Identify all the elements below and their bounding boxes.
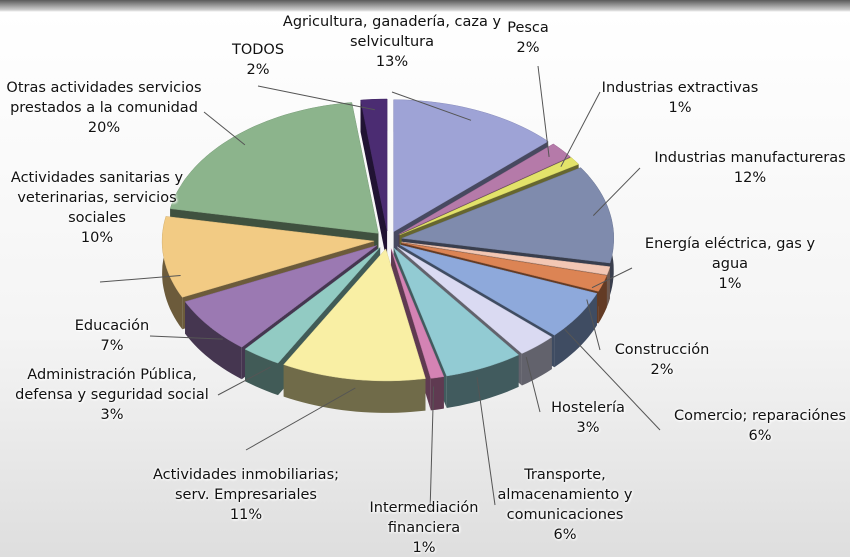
slice bbox=[360, 98, 388, 232]
slice-label: Industrias manufactureras 12% bbox=[650, 148, 850, 188]
slice-side bbox=[446, 354, 519, 408]
slice-label: Hostelería 3% bbox=[543, 398, 633, 438]
leader-line bbox=[476, 377, 496, 506]
value-label: 11% bbox=[229, 507, 263, 523]
category-name: TODOS bbox=[231, 42, 285, 58]
value-label: 13% bbox=[375, 54, 409, 70]
slice-label: Transporte, almacenamiento y comunicacio… bbox=[485, 465, 645, 545]
leader-line bbox=[217, 366, 271, 396]
category-name: Industrias extractivas bbox=[601, 80, 759, 96]
slice-side bbox=[360, 100, 388, 263]
value-label: 1% bbox=[668, 100, 692, 116]
value-label: 6% bbox=[748, 428, 772, 444]
leader-line bbox=[560, 91, 601, 167]
leader-line bbox=[257, 85, 375, 111]
value-label: 2% bbox=[650, 362, 674, 378]
slice-label: Industrias extractivas 1% bbox=[585, 78, 775, 118]
slice-label: Educación 7% bbox=[67, 316, 157, 356]
category-name: Comercio; reparaciónes bbox=[673, 408, 847, 424]
slice-side bbox=[162, 216, 183, 330]
category-name: Administración Pública, defensa y seguri… bbox=[15, 367, 209, 403]
category-name: Transporte, almacenamiento y comunicacio… bbox=[497, 467, 633, 523]
slice-label: Comercio; reparaciónes 6% bbox=[665, 406, 850, 446]
slice-side bbox=[598, 275, 607, 324]
leader-line bbox=[429, 386, 435, 513]
leader-line bbox=[564, 328, 661, 431]
slice-label: Construcción 2% bbox=[602, 340, 722, 380]
leader-line bbox=[99, 275, 181, 283]
slice bbox=[401, 167, 614, 264]
slice-label: Pesca 2% bbox=[493, 18, 563, 58]
category-name: Educación bbox=[74, 318, 150, 334]
slices bbox=[161, 98, 614, 413]
slice-side bbox=[554, 293, 597, 368]
value-label: 2% bbox=[516, 40, 540, 56]
slice-label: Otras actividades servicios prestados a … bbox=[0, 78, 214, 138]
value-label: 1% bbox=[412, 540, 436, 556]
slice bbox=[169, 102, 379, 234]
slice bbox=[184, 245, 378, 348]
slice bbox=[161, 216, 375, 298]
slice bbox=[283, 248, 426, 382]
slice-label: Actividades inmobiliarias; serv. Empresa… bbox=[141, 465, 351, 525]
category-name: Hostelería bbox=[551, 400, 625, 416]
value-label: 12% bbox=[733, 170, 767, 186]
leader-line bbox=[525, 356, 541, 413]
value-label: 10% bbox=[80, 230, 114, 246]
slice-label: Energía eléctrica, gas y agua 1% bbox=[635, 234, 825, 294]
slice-side bbox=[185, 301, 242, 380]
slice bbox=[397, 246, 553, 354]
leader-line bbox=[203, 111, 246, 146]
value-label: 1% bbox=[718, 276, 742, 292]
slice bbox=[399, 157, 580, 236]
slice-label: Actividades sanitarias y veterinarias, s… bbox=[0, 168, 197, 248]
leader-line bbox=[391, 91, 472, 121]
value-label: 2% bbox=[246, 62, 270, 78]
slice bbox=[390, 248, 445, 379]
leader-line bbox=[537, 65, 550, 157]
category-name: Industrias manufactureras bbox=[654, 150, 846, 166]
value-label: 3% bbox=[100, 407, 124, 423]
value-label: 6% bbox=[553, 527, 577, 543]
category-name: Pesca bbox=[507, 20, 549, 36]
slice bbox=[401, 241, 611, 276]
category-name: Actividades inmobiliarias; serv. Empresa… bbox=[152, 467, 340, 503]
slice bbox=[398, 143, 571, 235]
leader-line bbox=[245, 387, 356, 451]
slice bbox=[399, 244, 598, 336]
slice-side bbox=[430, 376, 444, 411]
slice bbox=[401, 242, 608, 292]
category-name: Construcción bbox=[614, 342, 710, 358]
category-name: Actividades sanitarias y veterinarias, s… bbox=[10, 170, 184, 226]
slice bbox=[244, 247, 381, 364]
leader-line bbox=[149, 335, 223, 340]
leader-line bbox=[592, 167, 641, 216]
slice-label: Intermediación financiera 1% bbox=[359, 498, 489, 557]
slice-side bbox=[607, 266, 610, 307]
slice-label: TODOS 2% bbox=[228, 40, 288, 80]
value-label: 7% bbox=[100, 338, 124, 354]
slice-side bbox=[521, 337, 552, 386]
value-label: 3% bbox=[576, 420, 600, 436]
slice bbox=[393, 99, 549, 233]
slice-label: Administración Pública, defensa y seguri… bbox=[2, 365, 222, 425]
slice-label: Agricultura, ganadería, caza y selvicult… bbox=[277, 12, 507, 72]
slice bbox=[393, 247, 520, 377]
category-name: Energía eléctrica, gas y agua bbox=[644, 236, 816, 272]
value-label: 20% bbox=[87, 120, 121, 136]
category-name: Agricultura, ganadería, caza y selvicult… bbox=[282, 14, 502, 50]
category-name: Otras actividades servicios prestados a … bbox=[6, 80, 202, 116]
category-name: Intermediación financiera bbox=[369, 500, 479, 536]
leader-line bbox=[591, 267, 633, 289]
leader-line bbox=[586, 299, 601, 351]
